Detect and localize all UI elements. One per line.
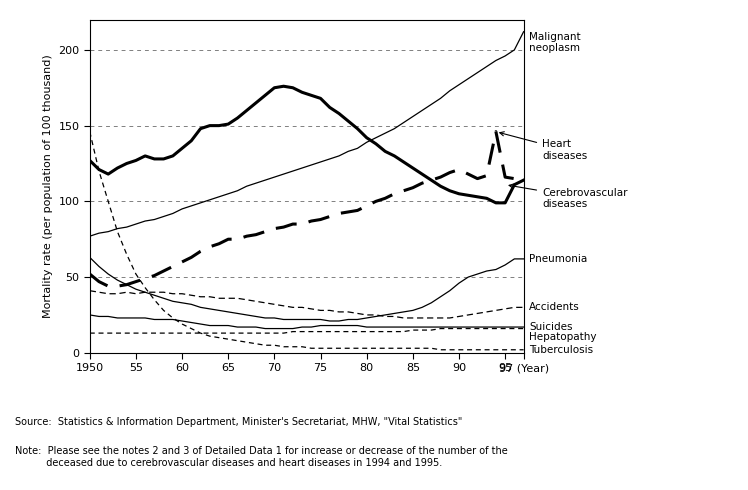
Text: Cerebrovascular
diseases: Cerebrovascular diseases (509, 184, 628, 209)
Text: Note:  Please see the notes 2 and 3 of Detailed Data 1 for increase or decrease : Note: Please see the notes 2 and 3 of De… (15, 446, 508, 467)
Text: Tuberculosis: Tuberculosis (529, 345, 593, 355)
Text: Hepatopathy: Hepatopathy (529, 332, 597, 342)
Text: Pneumonia: Pneumonia (529, 254, 587, 264)
Text: Source:  Statistics & Information Department, Minister's Secretariat, MHW, "Vita: Source: Statistics & Information Departm… (15, 416, 462, 426)
Text: Heart
diseases: Heart diseases (500, 132, 587, 161)
Text: Suicides: Suicides (529, 322, 573, 332)
Text: Malignant
neoplasm: Malignant neoplasm (529, 32, 580, 53)
Y-axis label: Mortality rate (per population of 100 thousand): Mortality rate (per population of 100 th… (43, 54, 52, 318)
Text: Accidents: Accidents (529, 302, 580, 312)
